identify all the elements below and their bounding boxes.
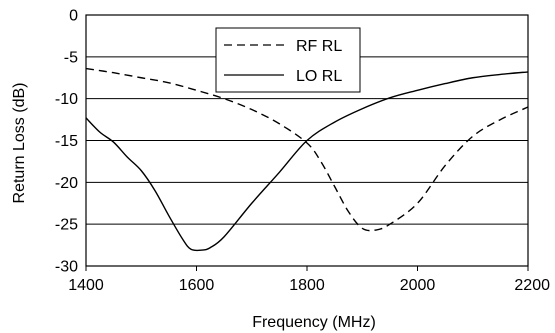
y-tick-label: -30 bbox=[55, 259, 78, 276]
legend: RF RL LO RL bbox=[215, 27, 361, 93]
x-tick-label: 1600 bbox=[179, 277, 215, 294]
series-lines bbox=[85, 67, 529, 252]
legend-box bbox=[215, 27, 361, 93]
lo-rl-line bbox=[85, 71, 529, 252]
x-axis-title: Frequency (MHz) bbox=[252, 314, 376, 331]
y-tick-label: 0 bbox=[69, 8, 78, 25]
x-tick-label: 1800 bbox=[289, 277, 325, 294]
y-tick-label: -10 bbox=[55, 91, 78, 108]
x-tick-label: 1400 bbox=[68, 277, 104, 294]
rf-rl-line bbox=[85, 67, 529, 232]
y-tick-labels: 0 -5 -10 -15 -20 -25 -30 bbox=[55, 8, 78, 276]
y-tick-label: -5 bbox=[64, 49, 78, 66]
y-tick-label: -15 bbox=[55, 133, 78, 150]
y-tick-label: -20 bbox=[55, 175, 78, 192]
x-tick-label: 2200 bbox=[514, 277, 550, 294]
x-tick-labels: 1400 1600 1800 2000 2200 bbox=[68, 266, 550, 294]
legend-lo-label: LO RL bbox=[296, 68, 342, 85]
legend-rf-label: RF RL bbox=[296, 38, 342, 55]
x-tick-label: 2000 bbox=[400, 277, 436, 294]
y-tick-label: -25 bbox=[55, 217, 78, 234]
y-axis-title: Return Loss (dB) bbox=[11, 83, 28, 204]
